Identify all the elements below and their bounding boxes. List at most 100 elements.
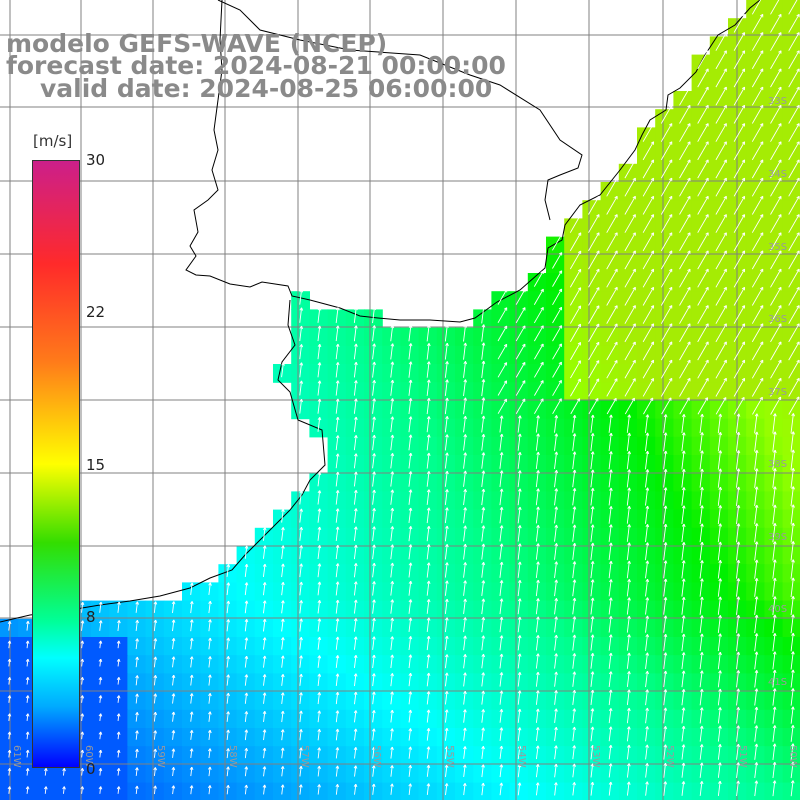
wind-arrow bbox=[481, 397, 486, 415]
wind-arrow bbox=[606, 323, 618, 343]
wind-arrow bbox=[554, 415, 559, 433]
wind-arrow bbox=[661, 397, 672, 415]
wind-arrow bbox=[353, 471, 358, 487]
wind-arrow bbox=[552, 380, 562, 396]
wind-arrow bbox=[679, 305, 691, 324]
wind-arrow bbox=[751, 32, 764, 51]
wind-arrow bbox=[679, 177, 691, 197]
wind-arrow bbox=[679, 159, 691, 179]
wind-arrow bbox=[697, 250, 709, 270]
wind-arrow bbox=[770, 286, 782, 306]
wind-arrow bbox=[335, 453, 340, 469]
wind-arrow bbox=[554, 433, 559, 451]
longitude-label: 55W bbox=[444, 745, 455, 768]
wind-arrow bbox=[590, 451, 595, 470]
wind-arrow bbox=[697, 397, 709, 415]
wind-arrow bbox=[751, 305, 764, 324]
wind-arrow bbox=[733, 268, 746, 288]
longitude-label: 54W bbox=[516, 745, 527, 768]
wind-arrow bbox=[497, 325, 508, 342]
wind-arrow bbox=[735, 450, 741, 470]
wind-arrow bbox=[788, 359, 800, 379]
wind-arrow bbox=[733, 13, 746, 33]
colorbar-tick: 22 bbox=[86, 303, 106, 321]
wind-arrow bbox=[626, 432, 631, 452]
wind-arrow bbox=[534, 380, 544, 396]
wind-arrow bbox=[788, 396, 800, 415]
wind-arrow bbox=[715, 397, 727, 415]
wind-arrow bbox=[790, 413, 795, 434]
wind-arrow bbox=[552, 270, 563, 287]
wind-arrow bbox=[697, 50, 709, 70]
wind-arrow bbox=[390, 416, 395, 433]
wind-arrow bbox=[317, 307, 322, 323]
wind-arrow bbox=[681, 432, 686, 452]
wind-arrow bbox=[390, 379, 395, 396]
wind-arrow bbox=[697, 123, 709, 142]
wind-arrow bbox=[715, 250, 727, 270]
wind-arrow bbox=[642, 286, 655, 306]
wind-arrow bbox=[624, 250, 636, 270]
wind-arrow bbox=[770, 268, 782, 288]
wind-arrow bbox=[335, 416, 340, 432]
wind-arrow bbox=[444, 416, 449, 433]
wind-arrow bbox=[733, 214, 746, 233]
wind-arrow bbox=[751, 359, 764, 379]
wind-arrow bbox=[624, 359, 636, 379]
wind-arrow bbox=[751, 0, 762, 15]
wind-arrow bbox=[715, 159, 727, 179]
wind-arrow bbox=[697, 341, 709, 361]
wind-arrow bbox=[642, 159, 655, 179]
wind-arrow bbox=[626, 414, 631, 433]
wind-arrow bbox=[499, 452, 504, 469]
wind-arrow bbox=[588, 214, 600, 233]
wind-arrow bbox=[517, 451, 522, 469]
border-uruguay bbox=[217, 0, 583, 221]
wind-arrow bbox=[715, 50, 727, 70]
wind-arrow bbox=[697, 214, 709, 233]
wind-arrow bbox=[606, 360, 618, 379]
wind-arrow bbox=[390, 325, 395, 342]
wind-arrow bbox=[569, 232, 582, 252]
wind-arrow bbox=[463, 379, 468, 397]
wind-arrow bbox=[770, 195, 782, 215]
wind-arrow bbox=[481, 360, 486, 378]
wind-arrow bbox=[426, 343, 431, 360]
latitude-label: 35S bbox=[768, 242, 787, 253]
wind-arrow bbox=[533, 343, 544, 360]
wind-arrow bbox=[569, 268, 582, 288]
wind-arrow bbox=[679, 397, 690, 415]
wind-arrow bbox=[788, 286, 800, 306]
wind-arrow bbox=[788, 177, 800, 197]
wind-arrow bbox=[663, 432, 668, 452]
wind-arrow bbox=[481, 415, 486, 433]
wind-arrow bbox=[535, 451, 540, 469]
wind-arrow bbox=[751, 159, 764, 179]
wind-arrow bbox=[515, 398, 526, 414]
wind-arrow bbox=[754, 431, 759, 452]
wind-arrow bbox=[770, 250, 782, 270]
wind-arrow bbox=[624, 268, 636, 288]
wind-arrow bbox=[733, 232, 746, 252]
wind-arrow bbox=[733, 341, 746, 361]
wind-arrow bbox=[751, 13, 764, 33]
wind-arrow bbox=[408, 379, 413, 396]
wind-arrow bbox=[463, 361, 468, 378]
wind-arrow bbox=[299, 289, 304, 305]
wind-arrow bbox=[699, 450, 704, 470]
wind-arrow bbox=[715, 68, 727, 88]
wind-arrow bbox=[770, 377, 782, 397]
wind-arrow bbox=[754, 413, 759, 434]
wind-arrow bbox=[679, 214, 691, 233]
wind-arrow bbox=[444, 361, 449, 378]
wind-arrow bbox=[660, 141, 673, 161]
wind-arrow bbox=[335, 343, 340, 360]
wind-arrow bbox=[481, 324, 486, 342]
wind-arrow bbox=[570, 378, 581, 397]
wind-arrow bbox=[408, 398, 413, 415]
wind-arrow bbox=[590, 414, 595, 433]
wind-arrow bbox=[697, 377, 709, 397]
wind-arrow bbox=[660, 104, 673, 124]
